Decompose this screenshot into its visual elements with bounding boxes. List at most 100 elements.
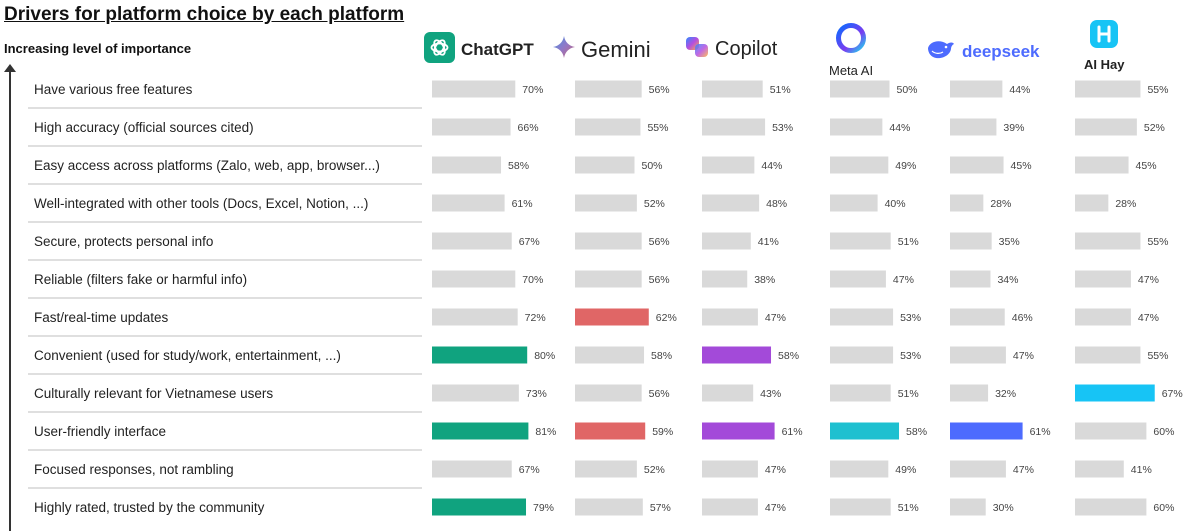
bar <box>432 118 511 136</box>
bar <box>432 498 527 516</box>
data-label: 47% <box>765 502 786 514</box>
bar <box>702 460 758 478</box>
row-label: Reliable (filters fake or harmful info) <box>34 272 247 287</box>
data-label: 46% <box>1012 312 1033 324</box>
data-label: 28% <box>990 198 1011 210</box>
platform-header-gemini: Gemini <box>553 36 651 63</box>
bar <box>432 232 512 250</box>
bar <box>575 270 642 288</box>
data-label: 52% <box>644 464 665 476</box>
data-label: 55% <box>1147 84 1168 96</box>
copilot-logo-icon <box>685 36 709 63</box>
data-label: 28% <box>1115 198 1136 210</box>
data-label: 61% <box>782 426 803 438</box>
bar <box>575 80 642 98</box>
data-label: 47% <box>893 274 914 286</box>
bar <box>702 384 754 402</box>
bar <box>702 194 760 212</box>
data-label: 47% <box>765 464 786 476</box>
data-label: 47% <box>1013 464 1034 476</box>
data-label: 50% <box>897 84 918 96</box>
bar <box>575 232 642 250</box>
data-label: 56% <box>649 388 670 400</box>
data-label: 56% <box>649 84 670 96</box>
data-label: 53% <box>900 312 921 324</box>
row-label: Have various free features <box>34 82 193 97</box>
bar <box>830 422 900 440</box>
bar <box>702 118 766 136</box>
bar <box>1075 460 1124 478</box>
bar <box>830 346 894 364</box>
ai-hay-logo-icon <box>1090 20 1119 53</box>
bar <box>575 384 642 402</box>
platform-header-chatgpt: ChatGPT <box>424 32 534 68</box>
data-label: 47% <box>1138 312 1159 324</box>
bar <box>575 498 643 516</box>
bar <box>1075 384 1155 402</box>
row-label: Easy access across platforms (Zalo, web,… <box>34 158 380 173</box>
data-label: 56% <box>649 274 670 286</box>
bar <box>950 308 1005 326</box>
data-label: 79% <box>533 502 554 514</box>
bar <box>575 422 646 440</box>
importance-arrow-head-icon <box>4 64 16 72</box>
bar <box>830 118 883 136</box>
data-label: 80% <box>534 350 555 362</box>
data-label: 60% <box>1153 426 1174 438</box>
bar <box>432 308 518 326</box>
data-label: 58% <box>508 160 529 172</box>
data-label: 67% <box>519 236 540 248</box>
bar <box>950 80 1003 98</box>
bar <box>575 194 637 212</box>
bar <box>830 156 889 174</box>
chart-subtitle: Increasing level of importance <box>4 41 192 56</box>
bar <box>950 346 1006 364</box>
data-label: 62% <box>656 312 677 324</box>
data-label: 58% <box>906 426 927 438</box>
bar <box>950 384 989 402</box>
chatgpt-logo-icon <box>424 32 455 68</box>
bar <box>950 270 991 288</box>
data-label: 70% <box>522 274 543 286</box>
data-label: 51% <box>898 502 919 514</box>
data-label: 47% <box>1013 350 1034 362</box>
data-label: 58% <box>778 350 799 362</box>
bar <box>830 498 891 516</box>
bar <box>1075 80 1141 98</box>
platform-name-chatgpt: ChatGPT <box>461 40 534 59</box>
deepseek-whale-icon <box>926 38 956 65</box>
bar <box>432 270 516 288</box>
platform-name-ai-hay: AI Hay <box>1084 57 1125 72</box>
bar <box>575 156 635 174</box>
bar <box>702 498 758 516</box>
platform-header-ai-hay: AI Hay <box>1084 20 1124 72</box>
platform-name-copilot: Copilot <box>715 38 778 60</box>
data-label: 50% <box>642 160 663 172</box>
platform-name-gemini: Gemini <box>581 36 651 62</box>
bar <box>830 460 889 478</box>
data-label: 66% <box>518 122 539 134</box>
data-label: 56% <box>649 236 670 248</box>
bar <box>702 308 758 326</box>
bar <box>1075 194 1109 212</box>
bar <box>432 384 519 402</box>
data-label: 39% <box>1003 122 1024 134</box>
bar <box>702 270 748 288</box>
data-label: 81% <box>535 426 556 438</box>
bar <box>950 194 984 212</box>
data-label: 44% <box>761 160 782 172</box>
data-label: 48% <box>766 198 787 210</box>
row-label: Well-integrated with other tools (Docs, … <box>34 196 368 211</box>
bar <box>1075 270 1131 288</box>
row-label: Culturally relevant for Vietnamese users <box>34 386 273 401</box>
data-label: 57% <box>650 502 671 514</box>
row-label: High accuracy (official sources cited) <box>34 120 254 135</box>
data-label: 44% <box>889 122 910 134</box>
bar <box>830 384 891 402</box>
row-label: Focused responses, not rambling <box>34 462 234 477</box>
bar <box>575 308 649 326</box>
data-label: 60% <box>1153 502 1174 514</box>
data-label: 70% <box>522 84 543 96</box>
bar <box>950 422 1023 440</box>
data-label: 58% <box>651 350 672 362</box>
